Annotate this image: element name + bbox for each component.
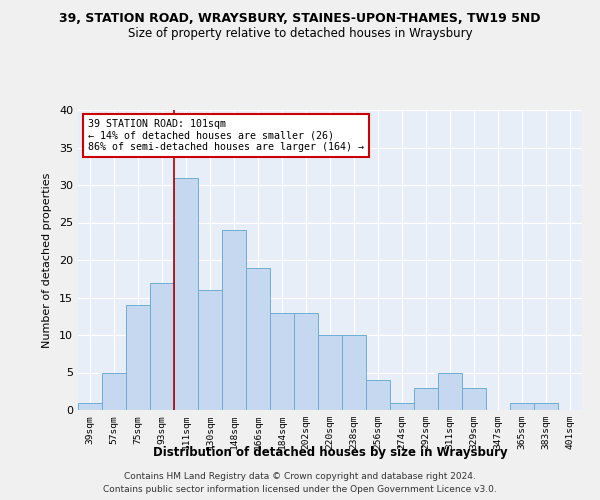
Bar <box>342 335 366 410</box>
Text: Distribution of detached houses by size in Wraysbury: Distribution of detached houses by size … <box>152 446 508 459</box>
Y-axis label: Number of detached properties: Number of detached properties <box>42 172 52 348</box>
Bar <box>414 388 438 410</box>
Bar <box>294 312 318 410</box>
Text: Size of property relative to detached houses in Wraysbury: Size of property relative to detached ho… <box>128 28 472 40</box>
Bar <box>126 305 150 410</box>
Bar <box>438 372 462 410</box>
Bar <box>102 372 126 410</box>
Bar <box>462 388 486 410</box>
Bar <box>198 290 222 410</box>
Bar <box>78 402 102 410</box>
Text: Contains HM Land Registry data © Crown copyright and database right 2024.: Contains HM Land Registry data © Crown c… <box>124 472 476 481</box>
Bar <box>318 335 342 410</box>
Text: 39 STATION ROAD: 101sqm
← 14% of detached houses are smaller (26)
86% of semi-de: 39 STATION ROAD: 101sqm ← 14% of detache… <box>88 119 364 152</box>
Bar <box>174 178 198 410</box>
Bar <box>534 402 558 410</box>
Bar <box>150 282 174 410</box>
Bar <box>246 268 270 410</box>
Text: 39, STATION ROAD, WRAYSBURY, STAINES-UPON-THAMES, TW19 5ND: 39, STATION ROAD, WRAYSBURY, STAINES-UPO… <box>59 12 541 26</box>
Text: Contains public sector information licensed under the Open Government Licence v3: Contains public sector information licen… <box>103 485 497 494</box>
Bar <box>270 312 294 410</box>
Bar <box>222 230 246 410</box>
Bar <box>390 402 414 410</box>
Bar <box>510 402 534 410</box>
Bar <box>366 380 390 410</box>
